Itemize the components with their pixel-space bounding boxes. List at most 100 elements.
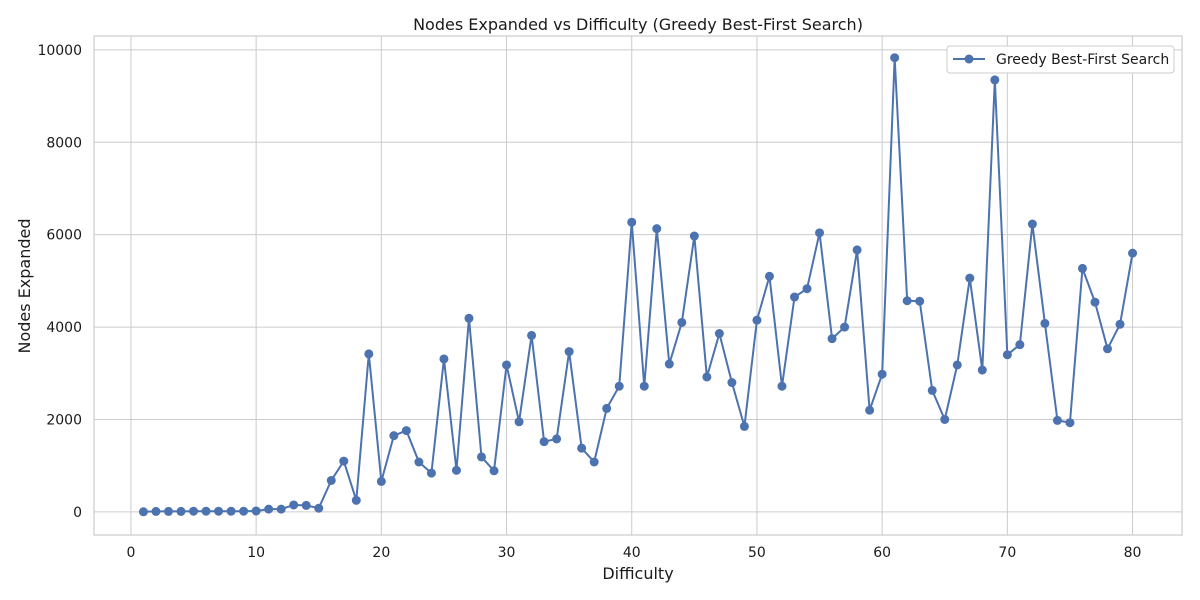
data-point [564, 347, 574, 357]
data-point [301, 500, 311, 510]
plot-frame [93, 35, 1183, 536]
data-point [226, 506, 236, 516]
legend-marker-swatch [964, 54, 974, 64]
data-point [840, 322, 850, 332]
data-point [815, 228, 825, 238]
data-point [476, 452, 486, 462]
data-point [915, 296, 925, 306]
data-point [502, 360, 512, 370]
y-tick-label: 2000 [46, 412, 82, 428]
data-point [639, 381, 649, 391]
series-line [143, 57, 1134, 513]
data-point [664, 359, 674, 369]
x-tick-label: 50 [748, 545, 766, 561]
data-point [1115, 319, 1125, 329]
data-point [752, 315, 762, 325]
data-point [1002, 350, 1012, 360]
data-point [138, 507, 148, 517]
data-point [614, 381, 624, 391]
y-tick-label: 0 [73, 505, 82, 521]
data-point [289, 500, 299, 510]
data-point [151, 506, 161, 516]
data-point [827, 334, 837, 344]
data-point [990, 75, 1000, 85]
data-point [1090, 297, 1100, 307]
data-point [364, 349, 374, 359]
data-point [239, 506, 249, 516]
x-tick-label: 60 [873, 545, 891, 561]
data-point [627, 217, 637, 227]
data-point [802, 284, 812, 294]
data-point [1065, 418, 1075, 428]
data-point [1015, 340, 1025, 350]
data-point [414, 457, 424, 467]
data-point [965, 273, 975, 283]
data-point [1052, 415, 1062, 425]
data-point [1077, 263, 1087, 273]
data-point [902, 296, 912, 306]
data-point [251, 506, 261, 516]
data-point [351, 495, 361, 505]
legend-box [946, 45, 1175, 74]
data-point [577, 443, 587, 453]
x-tick-label: 70 [998, 545, 1016, 561]
data-point [514, 417, 524, 427]
data-point [201, 506, 211, 516]
y-tick-label: 8000 [46, 135, 82, 151]
data-point [489, 466, 499, 476]
x-tick-label: 10 [247, 545, 265, 561]
data-point [1128, 248, 1138, 258]
data-point [1027, 219, 1037, 229]
data-point [952, 360, 962, 370]
data-point [1103, 344, 1113, 354]
data-point [927, 385, 937, 395]
data-point [1040, 318, 1050, 328]
data-point [214, 506, 224, 516]
data-point [276, 504, 286, 514]
data-point [689, 231, 699, 241]
x-axis-label: Difficulty [602, 564, 673, 583]
data-point [764, 271, 774, 281]
x-tick-label: 80 [1124, 545, 1142, 561]
legend: Greedy Best-First Search [946, 45, 1175, 74]
data-point [652, 224, 662, 234]
data-point [189, 506, 199, 516]
data-point [865, 405, 875, 415]
data-point [727, 378, 737, 388]
data-point [714, 329, 724, 339]
data-point [777, 381, 787, 391]
data-point [539, 437, 549, 447]
data-point [602, 403, 612, 413]
data-point [527, 330, 537, 340]
data-point [739, 421, 749, 431]
data-point [852, 245, 862, 255]
legend-label: Greedy Best-First Search [996, 52, 1169, 68]
y-axis-label: Nodes Expanded [15, 218, 34, 353]
data-point [314, 503, 324, 513]
x-tick-label: 20 [372, 545, 390, 561]
data-point [790, 292, 800, 302]
data-point [877, 369, 887, 379]
series-layer [138, 53, 1138, 517]
data-point [339, 456, 349, 466]
tick-labels: 0 10 20 30 40 50 60 70 80 0 2000 4000 6000 8000 10000 [37, 43, 1141, 561]
data-point [426, 468, 436, 478]
data-point [376, 476, 386, 486]
data-point [464, 313, 474, 323]
data-point [702, 372, 712, 382]
grid [94, 36, 1182, 535]
y-tick-label: 4000 [46, 320, 82, 336]
data-point [552, 434, 562, 444]
data-point [163, 506, 173, 516]
data-point [890, 53, 900, 63]
data-point [589, 457, 599, 467]
x-tick-label: 0 [126, 545, 135, 561]
x-tick-label: 40 [623, 545, 641, 561]
data-point [677, 317, 687, 327]
data-point [940, 414, 950, 424]
data-point [451, 465, 461, 475]
data-point [401, 426, 411, 436]
y-tick-label: 6000 [46, 228, 82, 244]
data-point [977, 365, 987, 375]
